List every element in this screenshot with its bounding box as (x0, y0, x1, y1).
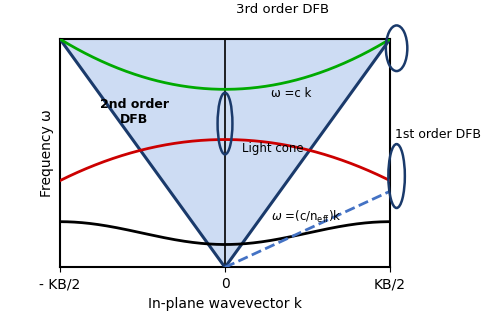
Text: 2nd order
DFB: 2nd order DFB (100, 98, 169, 126)
Text: ω =c k: ω =c k (271, 87, 312, 100)
X-axis label: In-plane wavevector k: In-plane wavevector k (148, 297, 302, 311)
Text: 3rd order DFB: 3rd order DFB (236, 3, 330, 16)
Text: 1st order DFB: 1st order DFB (395, 128, 481, 141)
Text: Light cone: Light cone (242, 142, 303, 155)
Polygon shape (60, 39, 390, 267)
Text: $\omega$ =(c/n$_{\mathregular{eff}}$)k: $\omega$ =(c/n$_{\mathregular{eff}}$)k (271, 209, 342, 225)
Y-axis label: Frequency ω: Frequency ω (40, 109, 54, 197)
